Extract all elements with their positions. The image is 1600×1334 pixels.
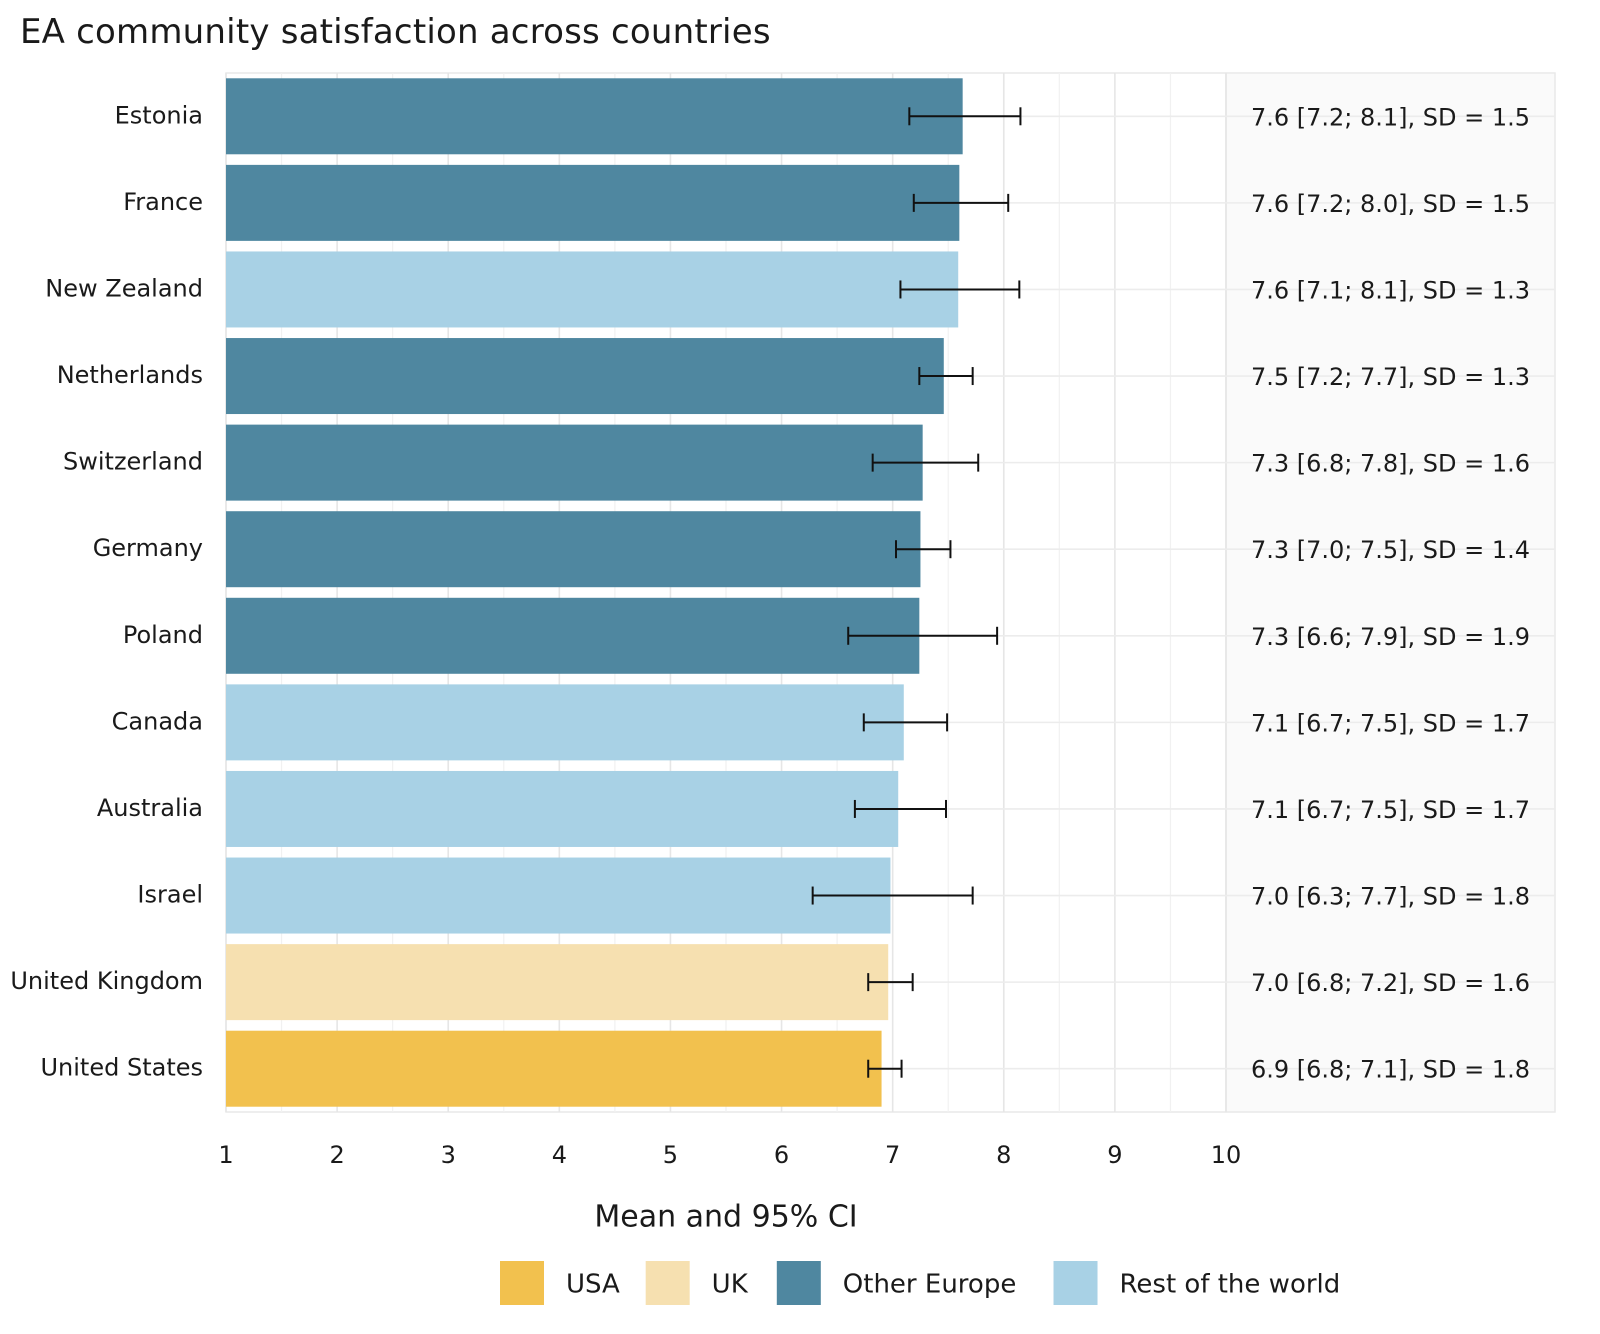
value-label: 7.1 [6.7; 7.5], SD = 1.7 bbox=[1251, 709, 1530, 737]
legend-label: UK bbox=[712, 1270, 749, 1300]
value-label: 7.6 [7.2; 8.0], SD = 1.5 bbox=[1251, 190, 1530, 218]
bar-switzerland bbox=[226, 424, 923, 501]
value-label: 7.5 [7.2; 7.7], SD = 1.3 bbox=[1251, 363, 1530, 391]
bar-united-states bbox=[226, 1030, 882, 1107]
legend-swatch-usa bbox=[500, 1261, 544, 1305]
bar-poland bbox=[226, 597, 920, 674]
bar-france bbox=[226, 164, 960, 241]
x-tick-label: 7 bbox=[885, 1141, 900, 1169]
y-tick-label: United Kingdom bbox=[10, 967, 203, 995]
chart-title: EA community satisfaction across countri… bbox=[20, 12, 771, 52]
x-tick-label: 3 bbox=[441, 1141, 456, 1169]
y-tick-label: Australia bbox=[97, 794, 203, 822]
bar-estonia bbox=[226, 78, 963, 155]
legend-label: USA bbox=[566, 1270, 620, 1300]
bar-australia bbox=[226, 770, 899, 847]
value-label: 7.6 [7.1; 8.1], SD = 1.3 bbox=[1251, 276, 1530, 304]
value-label: 7.1 [6.7; 7.5], SD = 1.7 bbox=[1251, 796, 1530, 824]
bar-united-kingdom bbox=[226, 944, 889, 1021]
legend-swatch-other-europe bbox=[776, 1261, 821, 1305]
y-tick-label: New Zealand bbox=[45, 274, 203, 302]
bar-germany bbox=[226, 511, 921, 588]
legend-swatch-rest-of-the-world bbox=[1053, 1261, 1098, 1305]
value-label: 7.3 [6.6; 7.9], SD = 1.9 bbox=[1251, 623, 1530, 651]
x-tick-label: 6 bbox=[774, 1141, 789, 1169]
value-label: 7.3 [7.0; 7.5], SD = 1.4 bbox=[1251, 536, 1530, 564]
y-tick-label: Canada bbox=[112, 707, 203, 735]
value-label: 7.6 [7.2; 8.1], SD = 1.5 bbox=[1251, 103, 1530, 131]
x-tick-label: 8 bbox=[996, 1141, 1011, 1169]
legend-swatch-uk bbox=[645, 1261, 690, 1305]
y-tick-label: Estonia bbox=[115, 101, 203, 129]
y-tick-label: Switzerland bbox=[63, 448, 203, 476]
x-tick-label: 10 bbox=[1211, 1141, 1242, 1169]
y-tick-label: Israel bbox=[137, 881, 203, 909]
value-label: 7.0 [6.3; 7.7], SD = 1.8 bbox=[1251, 883, 1530, 911]
x-axis-title: Mean and 95% CI bbox=[594, 1200, 857, 1235]
x-tick-label: 4 bbox=[552, 1141, 567, 1169]
legend-label: Other Europe bbox=[843, 1270, 1017, 1300]
bar-netherlands bbox=[226, 338, 944, 415]
label-panel bbox=[1225, 72, 1556, 1113]
bar-new-zealand bbox=[226, 251, 959, 328]
legend-label: Rest of the world bbox=[1120, 1270, 1341, 1300]
bar-israel bbox=[226, 857, 891, 934]
y-tick-label: Germany bbox=[93, 534, 203, 562]
x-tick-label: 1 bbox=[218, 1141, 233, 1169]
y-tick-label: United States bbox=[40, 1054, 203, 1082]
value-label: 6.9 [6.8; 7.1], SD = 1.8 bbox=[1251, 1056, 1530, 1084]
value-label: 7.3 [6.8; 7.8], SD = 1.6 bbox=[1251, 450, 1530, 478]
value-label: 7.0 [6.8; 7.2], SD = 1.6 bbox=[1251, 969, 1530, 997]
x-tick-label: 9 bbox=[1107, 1141, 1122, 1169]
x-tick-label: 2 bbox=[329, 1141, 344, 1169]
y-tick-label: Poland bbox=[123, 621, 203, 649]
y-tick-label: France bbox=[123, 188, 203, 216]
y-tick-label: Netherlands bbox=[57, 361, 203, 389]
x-tick-label: 5 bbox=[663, 1141, 678, 1169]
bar-canada bbox=[226, 684, 904, 761]
